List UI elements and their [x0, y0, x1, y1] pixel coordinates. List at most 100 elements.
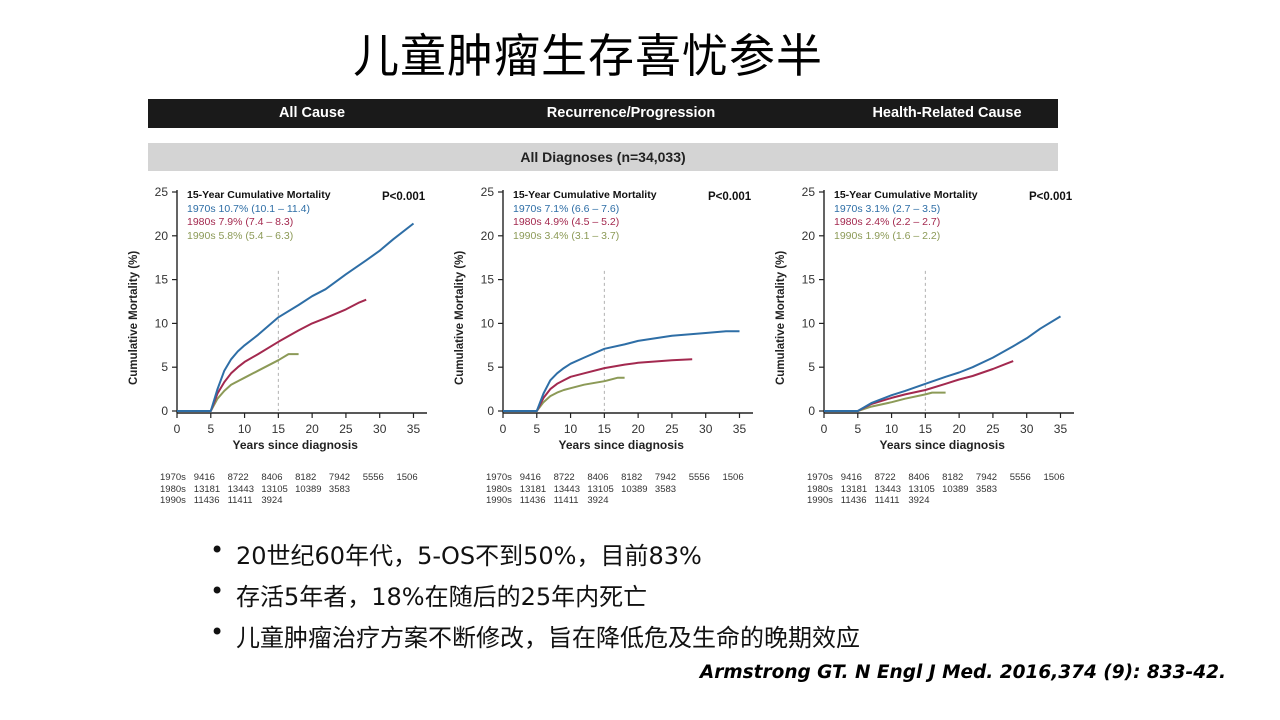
x-tick-label: 15: [272, 422, 286, 436]
at-risk-cell: 13105: [261, 483, 288, 495]
y-tick-label: 10: [155, 316, 169, 330]
x-tick-label: 35: [1054, 422, 1068, 436]
at-risk-table: 1970s 9416 8722 8406 8182 7942 5556 1506 1980s 13…: [160, 472, 440, 507]
series-line-1990s: [503, 376, 625, 412]
panel-header-bar: All Cause Recurrence/Progression Health-…: [148, 99, 1058, 128]
x-tick-label: 35: [733, 422, 747, 436]
at-risk-cell: 7942: [975, 472, 998, 483]
legend-entry-1980s: 1980s 2.4% (2.2 – 2.7): [834, 216, 941, 228]
p-value: P<0.001: [708, 191, 752, 203]
at-risk-row: 1990s 11436 11411 3924: [160, 495, 440, 507]
x-tick-label: 5: [854, 422, 861, 436]
legend-entry-1970s: 1970s 10.7% (10.1 – 11.4): [187, 202, 310, 215]
at-risk-cell: 1506: [396, 472, 418, 483]
bullet-text: 存活5年者，18%在随后的25年内死亡: [236, 583, 648, 611]
at-risk-cell: 8722: [227, 472, 249, 483]
at-risk-cell: 9416: [193, 472, 215, 483]
at-risk-cell: 8182: [942, 472, 964, 483]
at-risk-table: 1970s 9416 8722 8406 8182 7942 5556 1506 1980s 13…: [807, 472, 1087, 507]
x-tick-label: 20: [952, 422, 966, 436]
at-risk-row-label: 1980s: [807, 483, 833, 495]
at-risk-cell: 10389: [942, 483, 969, 495]
chart-panel-recurrence-progression: 0 5 10 15 20 25 0 5 10 15 20 25 30 35 15-Year Cumulati…: [446, 180, 766, 510]
subheader-bar: All Diagnoses (n=34,033): [148, 143, 1058, 171]
at-risk-cell: 3583: [654, 483, 677, 495]
at-risk-row-label: 1980s: [160, 483, 186, 495]
at-risk-row: 1970s 9416 8722 8406 8182 7942 5556 1506: [160, 472, 440, 484]
subheader-all-diagnoses: All Diagnoses (n=34,033): [520, 149, 686, 165]
at-risk-row: 1990s 11436 11411 3924: [807, 495, 1087, 507]
x-tick-label: 0: [500, 422, 507, 436]
y-tick-label: 20: [481, 229, 495, 243]
legend-entry-1970s: 1970s 7.1% (6.6 – 7.6): [513, 202, 620, 215]
x-tick-label: 5: [207, 422, 214, 436]
at-risk-row: 1980s 13181 13443 13105 10389 3583: [807, 484, 1087, 496]
x-tick-label: 25: [986, 422, 1000, 436]
at-risk-cell: 8406: [908, 472, 930, 483]
y-tick-label: 0: [808, 404, 815, 418]
legend-title: 15-Year Cumulative Mortality: [834, 189, 978, 201]
x-tick-label: 30: [1020, 422, 1034, 436]
at-risk-cell: 8406: [587, 472, 609, 483]
y-tick-label: 25: [481, 185, 495, 199]
at-risk-cell: 8722: [874, 472, 896, 483]
series-line-1990s: [824, 391, 946, 412]
citation: Armstrong GT. N Engl J Med. 2016,374 (9)…: [699, 662, 1226, 683]
x-tick-label: 15: [919, 422, 933, 436]
chart-legend: 15-Year Cumulative Mortality 1970s 10.7% …: [187, 189, 331, 243]
bullet-item: • 存活5年者，18%在随后的25年内死亡: [210, 577, 860, 618]
at-risk-cell: 7942: [654, 472, 677, 483]
y-tick-label: 15: [802, 273, 816, 287]
at-risk-cell: 11411: [874, 495, 900, 506]
at-risk-cell: 5556: [362, 472, 384, 483]
legend-entry-1980s: 1980s 4.9% (4.5 – 5.2): [513, 216, 620, 228]
at-risk-cell: 13105: [587, 483, 614, 495]
series-line-1990s: [177, 353, 299, 412]
x-tick-label: 35: [407, 422, 421, 436]
at-risk-cell: 8406: [261, 472, 283, 483]
x-tick-label: 10: [885, 422, 899, 436]
p-value: P<0.001: [1029, 191, 1073, 203]
bullet-dot: •: [210, 577, 225, 605]
header-recurrence-progression: Recurrence/Progression: [546, 105, 716, 121]
legend-entry-1970s: 1970s 3.1% (2.7 – 3.5): [834, 202, 941, 215]
at-risk-cell: 3924: [261, 495, 283, 506]
at-risk-row: 1980s 13181 13443 13105 10389 3583: [486, 484, 766, 496]
series-line-1970s: [177, 222, 415, 412]
at-risk-table: 1970s 9416 8722 8406 8182 7942 5556 1506 1980s 13…: [486, 472, 766, 507]
y-axis-label: Cumulative Mortality (%): [128, 250, 140, 385]
at-risk-cell: 1506: [1043, 472, 1065, 483]
bullet-text: 儿童肿瘤治疗方案不断修改，旨在降低危及生命的晚期效应: [236, 624, 860, 652]
at-risk-cell: 13181: [519, 483, 547, 495]
y-tick-label: 5: [161, 360, 168, 374]
slide-title: 儿童肿瘤生存喜忧参半: [353, 29, 823, 83]
x-axis-label: Years since diagnosis: [879, 438, 1005, 452]
y-tick-label: 25: [802, 185, 816, 199]
at-risk-cell: 8182: [295, 472, 317, 483]
bullet-dot: •: [210, 618, 225, 646]
at-risk-cell: 5556: [688, 472, 710, 483]
x-tick-label: 25: [665, 422, 679, 436]
chart-svg: 0 5 10 15 20 25 0 5 10 15 20 25 30 35: [802, 185, 1074, 436]
at-risk-row-label: 1990s: [807, 495, 833, 506]
legend-title: 15-Year Cumulative Mortality: [187, 189, 331, 201]
at-risk-row-label: 1980s: [486, 483, 512, 495]
chart-panel-health-related-cause: 0 5 10 15 20 25 0 5 10 15 20 25 30 35 15-Year Cumulati…: [767, 180, 1087, 510]
chart-legend: 15-Year Cumulative Mortality 1970s 3.1% (…: [834, 189, 978, 243]
at-risk-cell: 7942: [328, 472, 351, 483]
y-tick-label: 10: [481, 316, 495, 330]
series-line-1980s: [177, 298, 367, 412]
x-tick-label: 5: [533, 422, 540, 436]
at-risk-row-label: 1990s: [486, 495, 512, 506]
at-risk-cell: 13105: [908, 483, 935, 495]
legend-title: 15-Year Cumulative Mortality: [513, 189, 657, 201]
y-axis-label: Cumulative Mortality (%): [454, 250, 466, 385]
at-risk-row-label: 1970s: [807, 472, 833, 483]
y-tick-label: 25: [155, 185, 169, 199]
at-risk-cell: 9416: [840, 472, 862, 483]
legend-entry-1990s: 1990s 1.9% (1.6 – 2.2): [834, 229, 941, 242]
at-risk-cell: 11436: [193, 495, 220, 506]
bullet-list: • 20世纪60年代，5-OS不到50%，目前83% • 存活5年者，18%在随…: [210, 536, 860, 659]
header-health-related-cause: Health-Related Cause: [872, 105, 1022, 121]
legend-entry-1990s: 1990s 5.8% (5.4 – 6.3): [187, 229, 294, 242]
